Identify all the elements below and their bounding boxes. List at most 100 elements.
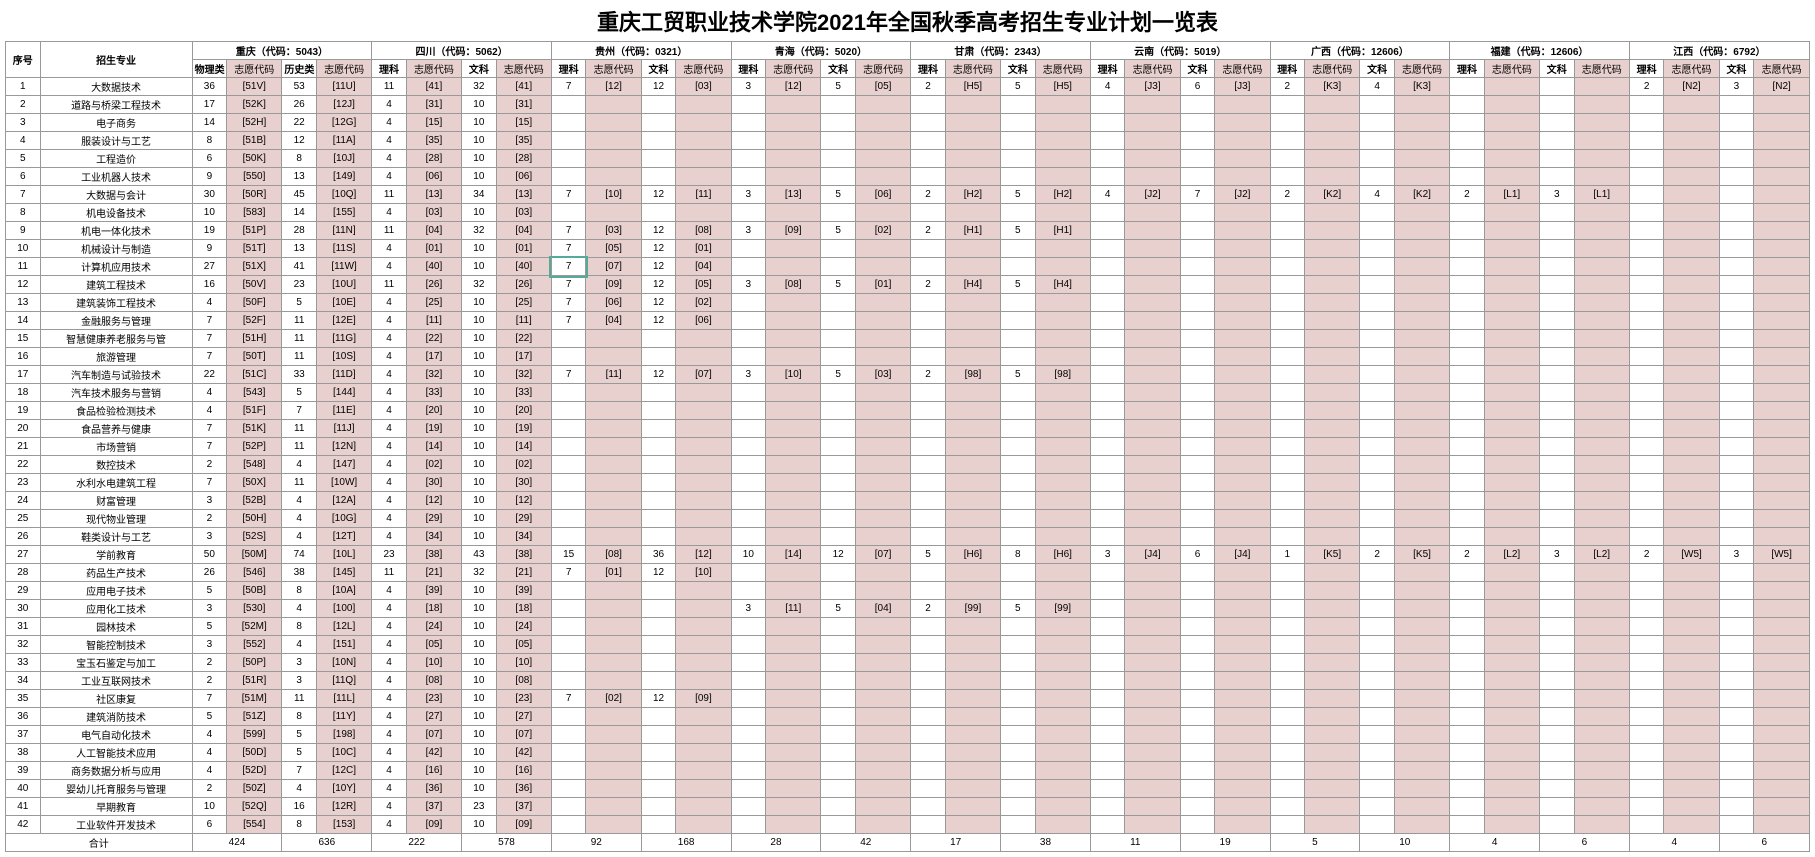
count-cell <box>641 708 676 726</box>
count-cell: 3 <box>731 276 766 294</box>
count-cell: 9 <box>192 240 227 258</box>
code-cell: [06] <box>855 186 910 204</box>
code-cell <box>1394 402 1449 420</box>
code-cell: [H5] <box>1035 78 1090 96</box>
count-cell <box>731 168 766 186</box>
count-cell <box>1090 744 1125 762</box>
count-cell <box>1450 132 1485 150</box>
count-cell <box>731 294 766 312</box>
code-cell <box>1125 114 1180 132</box>
count-cell: 10 <box>462 204 497 222</box>
code-cell <box>1125 96 1180 114</box>
seq-cell: 7 <box>6 186 41 204</box>
code-cell <box>945 636 1000 654</box>
code-cell: [05] <box>586 240 641 258</box>
code-cell: [08] <box>676 222 731 240</box>
count-cell <box>641 780 676 798</box>
count-cell <box>1540 510 1575 528</box>
count-cell <box>1090 294 1125 312</box>
count-cell: 11 <box>282 330 317 348</box>
sub-header: 志愿代码 <box>496 60 551 78</box>
table-row: 39商务数据分析与应用4[52D]7[12C]4[16]10[16] <box>6 762 1810 780</box>
count-cell <box>1180 150 1215 168</box>
count-cell: 10 <box>462 312 497 330</box>
count-cell <box>1540 528 1575 546</box>
code-cell: [11] <box>676 186 731 204</box>
total-cell: 578 <box>462 834 552 852</box>
count-cell <box>1270 726 1305 744</box>
code-cell: [11W] <box>316 258 371 276</box>
code-cell: [51H] <box>227 330 282 348</box>
count-cell <box>1540 384 1575 402</box>
code-cell <box>1125 690 1180 708</box>
code-cell <box>1305 798 1360 816</box>
code-cell: [J3] <box>1215 78 1270 96</box>
count-cell <box>1001 564 1036 582</box>
code-cell <box>1305 294 1360 312</box>
code-cell: [16] <box>496 762 551 780</box>
count-cell <box>1180 654 1215 672</box>
code-cell <box>1394 96 1449 114</box>
count-cell: 13 <box>282 168 317 186</box>
count-cell: 5 <box>1001 600 1036 618</box>
code-cell: [15] <box>406 114 461 132</box>
table-row: 36建筑消防技术5[51Z]8[11Y]4[27]10[27] <box>6 708 1810 726</box>
count-cell: 8 <box>282 618 317 636</box>
code-cell <box>1125 384 1180 402</box>
count-cell <box>1001 204 1036 222</box>
count-cell <box>1540 204 1575 222</box>
code-cell: [30] <box>496 474 551 492</box>
code-cell: [20] <box>496 402 551 420</box>
code-cell <box>1394 330 1449 348</box>
count-cell: 22 <box>282 114 317 132</box>
code-cell <box>766 240 821 258</box>
count-cell <box>1180 168 1215 186</box>
total-cell: 6 <box>1540 834 1630 852</box>
code-cell <box>1394 582 1449 600</box>
code-cell <box>855 456 910 474</box>
count-cell <box>821 150 856 168</box>
major-cell: 早期教育 <box>40 798 192 816</box>
code-cell <box>855 114 910 132</box>
major-cell: 宝玉石鉴定与加工 <box>40 654 192 672</box>
code-cell <box>1664 402 1719 420</box>
seq-cell: 27 <box>6 546 41 564</box>
code-cell <box>586 330 641 348</box>
count-cell <box>641 96 676 114</box>
code-cell: [04] <box>855 600 910 618</box>
sub-header: 理科 <box>1270 60 1305 78</box>
count-cell <box>1360 168 1395 186</box>
code-cell <box>1754 330 1810 348</box>
major-cell: 数控技术 <box>40 456 192 474</box>
total-cell: 5 <box>1270 834 1360 852</box>
code-cell: [09] <box>406 816 461 834</box>
code-cell <box>676 114 731 132</box>
count-cell <box>641 528 676 546</box>
count-cell <box>1090 276 1125 294</box>
major-cell: 人工智能技术应用 <box>40 744 192 762</box>
count-cell <box>1360 420 1395 438</box>
code-cell <box>1574 600 1629 618</box>
count-cell <box>1001 636 1036 654</box>
code-cell: [08] <box>406 672 461 690</box>
code-cell: [H2] <box>1035 186 1090 204</box>
code-cell <box>1574 222 1629 240</box>
code-cell <box>1215 762 1270 780</box>
table-row: 40婴幼儿托育服务与管理2[50Z]4[10Y]4[36]10[36] <box>6 780 1810 798</box>
seq-cell: 16 <box>6 348 41 366</box>
code-cell: [52H] <box>227 114 282 132</box>
major-cell: 水利水电建筑工程 <box>40 474 192 492</box>
code-cell <box>1574 618 1629 636</box>
count-cell <box>1450 96 1485 114</box>
count-cell <box>911 348 946 366</box>
count-cell <box>1360 204 1395 222</box>
code-cell <box>1215 618 1270 636</box>
table-row: 4服装设计与工艺8[51B]12[11A]4[35]10[35] <box>6 132 1810 150</box>
count-cell <box>1629 240 1664 258</box>
count-cell <box>821 726 856 744</box>
count-cell: 7 <box>192 330 227 348</box>
code-cell <box>1484 744 1539 762</box>
seq-cell: 18 <box>6 384 41 402</box>
count-cell <box>1090 204 1125 222</box>
count-cell: 16 <box>192 276 227 294</box>
